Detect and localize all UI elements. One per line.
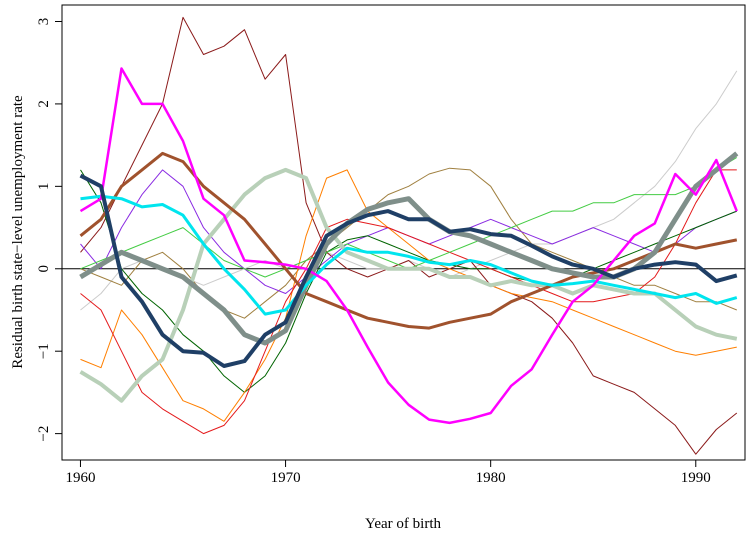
plot-frame	[61, 4, 746, 461]
series-line	[80, 194, 738, 316]
series-line	[79, 173, 738, 368]
series-line	[79, 151, 738, 330]
y-tick-label: −1	[36, 343, 52, 359]
x-tick-label: 1960	[65, 470, 95, 486]
y-tick-label: −2	[36, 426, 52, 442]
series-line	[80, 169, 737, 393]
y-tick-label: 0	[36, 265, 52, 273]
series-line	[79, 67, 738, 425]
x-tick-label: 1980	[476, 470, 506, 486]
series-line	[80, 169, 737, 435]
series-line	[80, 167, 737, 319]
series-line	[80, 169, 737, 422]
y-tick-label: 3	[36, 18, 52, 26]
series-line	[80, 16, 738, 455]
y-tick-label: 1	[36, 183, 52, 191]
x-tick-label: 1990	[681, 470, 711, 486]
y-tick-label: 2	[36, 100, 52, 108]
y-axis-label: Residual birth state−level unemployment …	[10, 95, 26, 369]
x-tick-label: 1970	[271, 470, 301, 486]
x-axis-label: Year of birth	[365, 516, 441, 532]
series-line	[79, 167, 738, 403]
